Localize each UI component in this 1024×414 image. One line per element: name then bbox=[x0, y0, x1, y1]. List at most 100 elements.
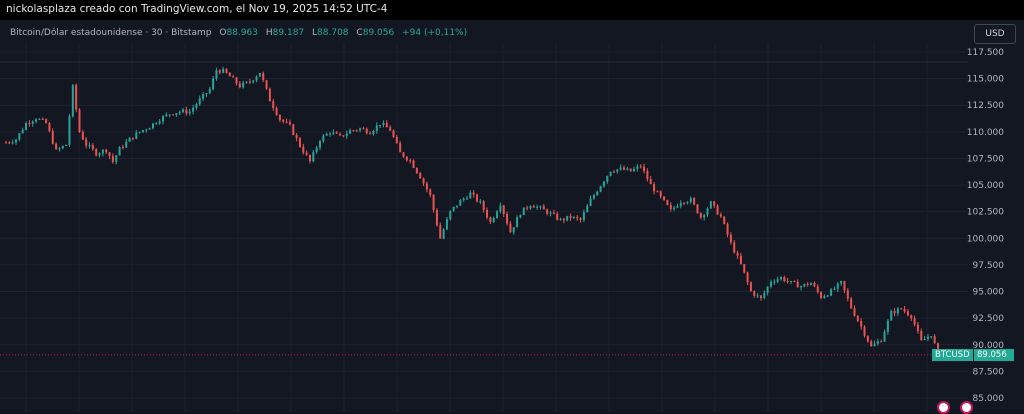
candle-body bbox=[716, 205, 719, 215]
candle-body bbox=[923, 339, 926, 341]
candle-body bbox=[622, 167, 625, 170]
candle-body bbox=[419, 172, 422, 179]
candle-body bbox=[559, 218, 562, 220]
candle-body bbox=[910, 315, 913, 319]
candle-body bbox=[188, 111, 191, 114]
candle-body bbox=[773, 281, 776, 283]
candle-body bbox=[896, 308, 899, 314]
candle-body bbox=[395, 136, 398, 144]
candle-body bbox=[686, 202, 689, 204]
candle-body bbox=[499, 205, 502, 212]
candle-body bbox=[803, 283, 806, 287]
candle-body bbox=[602, 181, 605, 187]
candle-body bbox=[288, 122, 291, 125]
candle-body bbox=[539, 206, 542, 208]
candle-body bbox=[78, 109, 81, 133]
candle-body bbox=[5, 142, 7, 144]
candle-body bbox=[192, 107, 195, 112]
y-tick-label: 90.000 bbox=[973, 341, 1005, 351]
legend-low-label: L bbox=[312, 28, 318, 38]
candle-body bbox=[779, 277, 782, 280]
candle-body bbox=[429, 189, 432, 195]
candle-body bbox=[739, 255, 742, 265]
legend-open-value: 88.963 bbox=[226, 28, 259, 38]
candle-body bbox=[930, 336, 933, 338]
candle-body bbox=[115, 155, 118, 162]
candle-body bbox=[425, 183, 428, 190]
candle-body bbox=[389, 127, 392, 131]
candle-body bbox=[579, 218, 582, 220]
candle-body bbox=[369, 133, 372, 135]
candle-body bbox=[636, 166, 639, 169]
candle-body bbox=[335, 132, 338, 134]
candle-body bbox=[482, 201, 485, 210]
candle-body bbox=[763, 292, 766, 299]
candle-body bbox=[693, 198, 696, 205]
candle-body bbox=[472, 192, 475, 195]
candle-body bbox=[489, 217, 492, 222]
candle-body bbox=[125, 141, 128, 148]
candle-body bbox=[11, 142, 14, 144]
candle-body bbox=[155, 123, 158, 125]
candle-body bbox=[903, 308, 906, 312]
currency-button[interactable]: USD bbox=[974, 24, 1016, 44]
y-tick-label: 100.000 bbox=[967, 234, 1004, 244]
attribution-text: nickolasplaza creado con TradingView.com… bbox=[6, 3, 388, 15]
candle-body bbox=[465, 198, 468, 200]
candle-body bbox=[913, 318, 916, 325]
candle-body bbox=[165, 114, 168, 117]
candle-body bbox=[91, 145, 94, 150]
candle-body bbox=[830, 289, 833, 296]
candle-body bbox=[679, 202, 682, 207]
candle-body bbox=[308, 154, 311, 162]
candle-body bbox=[409, 160, 412, 162]
candle-body bbox=[572, 216, 575, 218]
candle-body bbox=[268, 88, 271, 102]
candle-body bbox=[609, 171, 612, 176]
us-flag-icon[interactable] bbox=[937, 401, 950, 414]
candle-body bbox=[108, 152, 111, 157]
y-tick-label: 97.500 bbox=[973, 261, 1005, 271]
candle-body bbox=[442, 229, 445, 239]
legend-change: +94 (+0,11%) bbox=[402, 28, 468, 38]
candle-body bbox=[15, 139, 18, 143]
candle-body bbox=[639, 166, 642, 168]
candle-body bbox=[626, 168, 629, 170]
candle-body bbox=[706, 208, 709, 215]
candle-body bbox=[332, 132, 335, 134]
candle-body bbox=[45, 119, 48, 124]
candle-body bbox=[248, 81, 251, 83]
candle-body bbox=[726, 223, 729, 235]
candle-body bbox=[820, 292, 823, 299]
candle-body bbox=[562, 218, 565, 221]
candle-body bbox=[906, 311, 909, 316]
attribution-bar: nickolasplaza creado con TradingView.com… bbox=[0, 0, 1024, 20]
legend-high-value: 89.187 bbox=[272, 28, 305, 38]
candle-body bbox=[322, 135, 325, 142]
candle-body bbox=[345, 133, 348, 137]
candle-body bbox=[111, 156, 114, 162]
candle-body bbox=[599, 186, 602, 192]
candle-body bbox=[880, 341, 883, 343]
candle-body bbox=[486, 209, 489, 218]
candle-body bbox=[653, 184, 656, 192]
candle-body bbox=[526, 207, 529, 209]
candle-body bbox=[576, 216, 579, 219]
candle-body bbox=[566, 215, 569, 221]
candle-body bbox=[121, 146, 124, 148]
candle-body bbox=[379, 124, 382, 126]
candle-body bbox=[893, 311, 896, 314]
candle-body bbox=[88, 145, 91, 147]
candle-body bbox=[135, 132, 138, 139]
candle-body bbox=[589, 198, 592, 206]
candle-body bbox=[158, 121, 161, 124]
us-flag-icon[interactable] bbox=[960, 401, 973, 414]
candle-body bbox=[168, 114, 171, 116]
candle-body bbox=[175, 113, 178, 116]
candle-body bbox=[860, 321, 863, 327]
candle-body bbox=[916, 324, 919, 331]
y-tick-label: 115.000 bbox=[967, 75, 1004, 85]
candle-body bbox=[592, 195, 595, 199]
candle-body bbox=[212, 78, 215, 89]
